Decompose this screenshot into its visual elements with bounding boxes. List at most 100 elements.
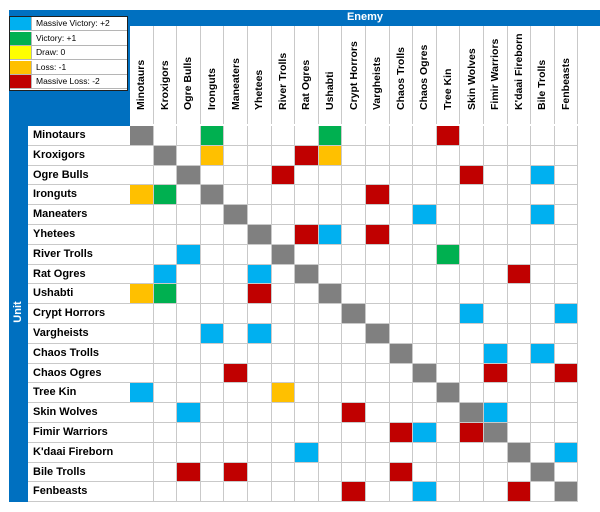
empty-cell: [507, 205, 532, 225]
empty-cell: [224, 225, 248, 245]
empty-cell: [318, 343, 343, 364]
empty-cell: [484, 324, 508, 344]
empty-cell: [295, 482, 319, 503]
empty-cell: [271, 264, 296, 285]
empty-cell: [366, 462, 390, 483]
empty-cell: [436, 423, 461, 443]
column-header: Rat Ogres: [295, 26, 319, 124]
empty-cell: [130, 442, 154, 463]
legend-swatch: [10, 46, 32, 60]
empty-cell: [460, 324, 484, 344]
empty-cell: [295, 165, 319, 186]
empty-cell: [318, 205, 343, 225]
self-matchup-cell: [436, 383, 461, 404]
empty-cell: [484, 126, 508, 146]
empty-cell: [531, 264, 555, 285]
result-cell: [484, 343, 508, 364]
column-header-label: Tree Kin: [442, 68, 455, 110]
empty-cell: [531, 244, 555, 265]
empty-cell: [224, 244, 248, 265]
legend-item: Loss: -1: [10, 60, 127, 75]
empty-cell: [224, 324, 248, 344]
empty-cell: [507, 363, 532, 384]
empty-cell: [130, 225, 154, 245]
row-header: Skin Wolves: [28, 403, 130, 423]
empty-cell: [554, 145, 579, 166]
column-header: K'daai Fireborn: [507, 26, 532, 124]
column-header-label: K'daai Fireborn: [512, 33, 525, 110]
empty-cell: [507, 284, 532, 305]
empty-cell: [554, 225, 579, 245]
result-cell: [366, 225, 390, 245]
self-matchup-cell: [531, 462, 555, 483]
result-cell: [295, 225, 319, 245]
result-cell: [484, 363, 508, 384]
empty-cell: [177, 284, 201, 305]
empty-cell: [366, 442, 390, 463]
empty-cell: [318, 482, 343, 503]
empty-cell: [130, 264, 154, 285]
empty-cell: [389, 324, 414, 344]
self-matchup-cell: [366, 324, 390, 344]
row-header: Bile Trolls: [28, 462, 130, 483]
empty-cell: [460, 363, 484, 384]
empty-cell: [177, 383, 201, 404]
empty-cell: [130, 343, 154, 364]
empty-cell: [342, 165, 366, 186]
empty-cell: [224, 264, 248, 285]
empty-cell: [177, 304, 201, 324]
empty-cell: [177, 442, 201, 463]
empty-cell: [130, 403, 154, 423]
empty-cell: [413, 225, 437, 245]
result-cell: [248, 264, 272, 285]
empty-cell: [224, 126, 248, 146]
result-cell: [389, 462, 414, 483]
empty-cell: [153, 423, 178, 443]
result-cell: [531, 343, 555, 364]
empty-cell: [484, 462, 508, 483]
self-matchup-cell: [318, 284, 343, 305]
result-cell: [177, 462, 201, 483]
row-header: Ironguts: [28, 185, 130, 206]
empty-cell: [366, 284, 390, 305]
result-cell: [224, 363, 248, 384]
row-header: Maneaters: [28, 205, 130, 225]
empty-cell: [153, 383, 178, 404]
empty-cell: [389, 284, 414, 305]
empty-cell: [177, 126, 201, 146]
empty-cell: [248, 244, 272, 265]
row-header: Ogre Bulls: [28, 165, 130, 186]
column-header-label: Chaos Ogres: [418, 44, 431, 110]
row-header: Kroxigors: [28, 145, 130, 166]
empty-cell: [531, 284, 555, 305]
legend-label: Victory: +1: [36, 32, 77, 43]
empty-cell: [224, 423, 248, 443]
legend-swatch: [10, 60, 32, 74]
empty-cell: [389, 145, 414, 166]
empty-cell: [366, 363, 390, 384]
empty-cell: [389, 165, 414, 186]
empty-cell: [342, 185, 366, 206]
empty-cell: [531, 423, 555, 443]
result-cell: [460, 165, 484, 186]
empty-cell: [460, 462, 484, 483]
column-header-label: Ogre Bulls: [182, 56, 195, 110]
empty-cell: [248, 165, 272, 186]
result-cell: [554, 442, 579, 463]
empty-cell: [366, 423, 390, 443]
empty-cell: [342, 244, 366, 265]
legend-label: Loss: -1: [36, 61, 67, 72]
empty-cell: [389, 126, 414, 146]
empty-cell: [177, 264, 201, 285]
column-header: Vargheists: [366, 26, 390, 124]
self-matchup-cell: [413, 363, 437, 384]
empty-cell: [460, 225, 484, 245]
empty-cell: [531, 145, 555, 166]
empty-cell: [554, 205, 579, 225]
empty-cell: [224, 442, 248, 463]
empty-cell: [271, 462, 296, 483]
column-header: Maneaters: [224, 26, 248, 124]
row-header: Chaos Ogres: [28, 363, 130, 384]
empty-cell: [271, 185, 296, 206]
result-cell: [318, 126, 343, 146]
